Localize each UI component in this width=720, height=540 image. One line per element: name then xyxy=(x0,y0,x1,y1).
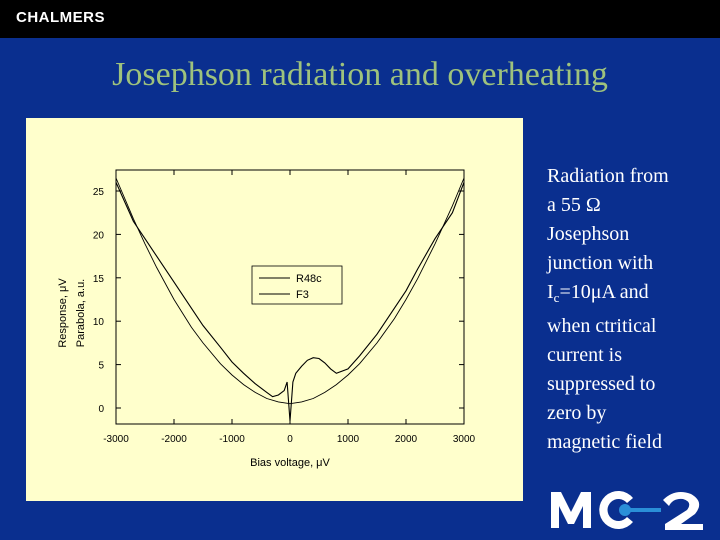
legend-label: F3 xyxy=(296,289,309,301)
y-tick-label: 25 xyxy=(93,187,105,198)
legend-label: R48c xyxy=(296,273,322,285)
desc-line: when ctritical xyxy=(547,315,657,337)
x-tick-label: -1000 xyxy=(219,434,245,445)
desc-line: Ic=10μA and xyxy=(547,278,712,312)
series-line-r48c xyxy=(115,182,465,422)
desc-line: magnetic field xyxy=(547,431,662,453)
y-tick-label: 20 xyxy=(93,230,105,241)
plot-frame xyxy=(115,169,465,425)
chart-panel: -3000 -2000 -1000 0 1000 2000 3000 0 5 10 15 20 25 R… xyxy=(26,118,523,501)
legend-box xyxy=(251,265,343,305)
mc2-logo xyxy=(551,491,703,530)
desc-line: Radiation from xyxy=(547,165,669,187)
series-line-f3 xyxy=(115,177,465,405)
y-axis-title-2: Parabola, a.u. xyxy=(75,279,87,348)
slide-title: Josephson radiation and overheating xyxy=(112,56,608,93)
y-tick-label: 5 xyxy=(98,361,104,372)
desc-line: junction with xyxy=(547,252,654,274)
chalmers-logo: CHALMERS xyxy=(16,9,105,26)
subscript: c xyxy=(553,290,560,305)
x-tick-label: 2000 xyxy=(395,434,418,445)
y-tick-label: 15 xyxy=(93,274,105,285)
desc-line: a 55 Ω xyxy=(547,191,712,220)
description-text: Radiation from a 55 Ω Josephson junction… xyxy=(547,162,712,457)
desc-line: current is xyxy=(547,344,622,366)
desc-text: I xyxy=(547,281,554,303)
x-tick-label: -2000 xyxy=(161,434,187,445)
desc-line: Josephson xyxy=(547,223,630,245)
ohm-symbol: Ω xyxy=(585,194,601,216)
x-tick-label: 0 xyxy=(287,434,293,445)
chart: -3000 -2000 -1000 0 1000 2000 3000 0 5 10 15 20 25 R… xyxy=(57,169,476,469)
y-axis-title: Response, μV xyxy=(57,278,69,348)
x-tick-label: -3000 xyxy=(103,434,129,445)
desc-line: suppressed to xyxy=(547,373,656,395)
desc-text: =10μA and xyxy=(559,281,649,303)
x-axis-title: Bias voltage, μV xyxy=(250,457,330,469)
x-tick-label: 1000 xyxy=(337,434,360,445)
desc-text: a 55 xyxy=(547,194,586,216)
x-tick-label: 3000 xyxy=(453,434,476,445)
desc-line: zero by xyxy=(547,402,607,424)
y-tick-label: 10 xyxy=(93,317,105,328)
y-tick-label: 0 xyxy=(98,404,104,415)
header-bar: CHALMERS xyxy=(0,0,720,38)
